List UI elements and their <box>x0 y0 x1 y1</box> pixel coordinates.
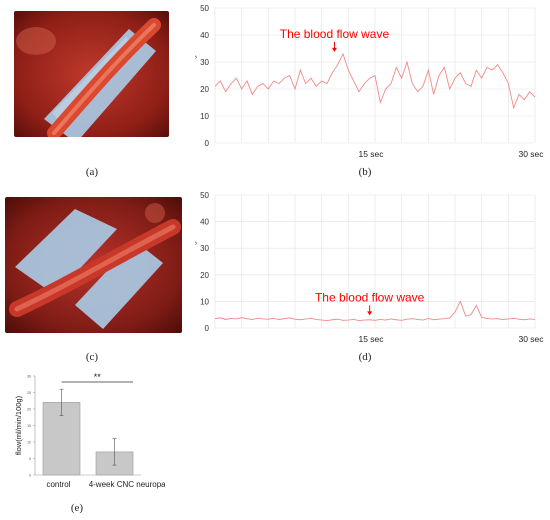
y-tick-label: 0 <box>205 324 210 333</box>
annotation-arrow-head <box>367 311 373 316</box>
blood-flow-trace <box>214 52 536 110</box>
panel-label-d: (d) <box>358 351 372 363</box>
photo-c-neuropathy-nerve <box>5 197 182 333</box>
chart-b: 0 10 20 30 40 50 ml/min/100g 15 sec 30 sec The bl… <box>195 4 544 159</box>
y-axis-label: flow(ml/min/100g) <box>14 395 23 455</box>
panel-label-a: (a) <box>85 166 99 178</box>
x-category-label: 4-week CNC neuropathy <box>89 480 165 489</box>
photo-a-control-nerve <box>14 11 169 137</box>
blood-flow-trace <box>214 300 536 322</box>
y-axis-label: ml/min/100g <box>195 241 197 282</box>
significance-marker: ** <box>94 372 102 382</box>
y-tick-label: 0 <box>205 139 210 148</box>
y-tick-label: 40 <box>200 31 209 40</box>
y-tick-label: 10 <box>27 441 31 445</box>
annotation-label: The blood flow wave <box>315 290 425 304</box>
x-category-label: control <box>46 480 70 489</box>
y-tick-label: 40 <box>200 218 209 227</box>
y-tick-label: 20 <box>200 85 209 94</box>
y-tick-label: 15 <box>27 424 31 428</box>
panel-label-e: (e) <box>70 502 84 514</box>
bar-0 <box>42 402 81 476</box>
annotation-label: The blood flow wave <box>280 27 390 41</box>
x-tick-label: 15 sec <box>358 149 384 159</box>
y-tick-label: 5 <box>29 457 31 461</box>
x-tick-label: 30 sec <box>518 334 544 344</box>
y-tick-label: 30 <box>200 58 209 67</box>
chart-d: 0 10 20 30 40 50 ml/min/100g 15 sec 30 sec The bl… <box>195 191 544 344</box>
y-tick-label: 25 <box>27 391 31 395</box>
y-tick-label: 30 <box>200 244 209 253</box>
y-tick-label: 30 <box>27 375 31 379</box>
panel-label-c: (c) <box>85 351 99 363</box>
y-tick-label: 0 <box>29 474 31 478</box>
y-tick-label: 20 <box>27 408 31 412</box>
y-tick-label: 10 <box>200 112 209 121</box>
x-tick-label: 15 sec <box>358 334 384 344</box>
y-tick-label: 50 <box>200 4 209 13</box>
y-tick-label: 50 <box>200 191 209 200</box>
x-tick-label: 30 sec <box>518 149 544 159</box>
chart-e: 0 5 10 15 20 25 30 flow(ml/min/100g) control 4-we… <box>14 372 165 489</box>
y-axis-label: ml/min/100g <box>195 55 197 96</box>
panel-label-b: (b) <box>358 166 372 178</box>
annotation-arrow-head <box>331 47 337 52</box>
y-tick-label: 20 <box>200 271 209 280</box>
y-tick-label: 10 <box>200 297 209 306</box>
